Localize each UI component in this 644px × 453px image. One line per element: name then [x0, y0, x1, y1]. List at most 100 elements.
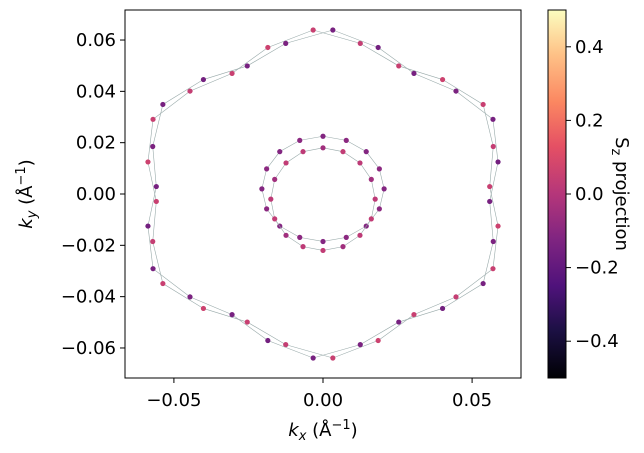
point — [368, 176, 374, 182]
y-tick-label: 0.00 — [76, 184, 116, 205]
point — [283, 160, 289, 166]
point — [244, 63, 250, 69]
point — [264, 206, 270, 212]
point — [200, 76, 207, 83]
colorbar-label: Sz projection — [608, 137, 632, 251]
x-tick-label: −0.05 — [146, 390, 201, 411]
point — [160, 280, 166, 287]
point — [277, 149, 283, 155]
plot-area — [145, 27, 501, 361]
point — [357, 160, 363, 166]
point — [368, 216, 374, 222]
colorbar-tick-label: 0.4 — [575, 37, 604, 58]
colorbar-tick-label: 0.0 — [575, 184, 604, 205]
point — [145, 159, 151, 165]
point — [320, 145, 326, 151]
point — [357, 232, 363, 238]
point — [145, 223, 151, 229]
point — [439, 76, 446, 83]
colorbar-tick-label: −0.4 — [575, 331, 619, 352]
point — [340, 244, 346, 250]
point — [200, 305, 207, 312]
point — [150, 116, 156, 122]
point — [375, 44, 381, 51]
curve-line — [147, 29, 499, 359]
y-tick-label: −0.06 — [61, 338, 116, 359]
point — [268, 196, 274, 202]
x-tick-label: 0.05 — [452, 390, 492, 411]
point — [453, 294, 459, 300]
point — [310, 355, 316, 361]
point — [495, 159, 501, 165]
point — [411, 312, 417, 318]
point — [487, 198, 493, 205]
point — [150, 238, 156, 245]
point — [160, 101, 166, 108]
point — [283, 40, 289, 46]
point — [480, 101, 486, 108]
y-axis-label: ky (Å−1) — [14, 159, 40, 228]
point — [244, 319, 250, 325]
point — [480, 280, 486, 287]
point — [187, 88, 193, 94]
point — [396, 63, 402, 69]
point — [259, 186, 265, 192]
point — [411, 70, 417, 76]
point — [343, 137, 349, 143]
point — [265, 337, 271, 344]
point — [487, 183, 493, 190]
y-tick-label: −0.02 — [61, 235, 116, 256]
point — [272, 176, 278, 182]
point — [330, 27, 336, 33]
y-tick-label: 0.04 — [76, 81, 116, 102]
point — [283, 342, 289, 348]
x-axis-label: kx (Å−1) — [288, 418, 357, 444]
point — [363, 149, 369, 155]
point — [229, 70, 235, 76]
point — [229, 312, 235, 318]
point — [153, 198, 159, 205]
point — [300, 149, 306, 155]
point — [490, 143, 496, 150]
point — [376, 206, 382, 212]
point — [495, 223, 501, 229]
point — [150, 266, 156, 272]
point — [297, 137, 303, 143]
point — [283, 232, 289, 238]
y-tick-label: 0.06 — [76, 30, 116, 51]
y-tick-label: −0.04 — [61, 287, 116, 308]
point — [265, 44, 271, 51]
point — [153, 183, 159, 190]
point — [376, 166, 382, 172]
point — [453, 88, 459, 94]
colorbar — [547, 9, 567, 379]
point — [357, 40, 363, 46]
y-tick-label: 0.02 — [76, 133, 116, 154]
plot-frame — [124, 9, 522, 379]
point — [396, 319, 402, 325]
point — [439, 305, 446, 312]
point — [320, 238, 326, 245]
colorbar-tick-label: −0.2 — [575, 258, 619, 279]
colorbar-tick-label: 0.2 — [575, 110, 604, 131]
point — [375, 337, 381, 344]
point — [490, 266, 496, 272]
point — [320, 247, 326, 254]
point — [310, 27, 316, 33]
point — [187, 294, 193, 300]
point — [357, 342, 363, 348]
point — [272, 216, 278, 222]
point — [320, 133, 326, 139]
point — [150, 143, 156, 150]
x-tick-label: 0.00 — [303, 390, 343, 411]
point — [330, 355, 336, 361]
point — [297, 234, 303, 240]
point — [300, 244, 306, 250]
point — [343, 234, 349, 240]
point — [372, 196, 378, 202]
point — [490, 238, 496, 245]
point — [264, 166, 270, 172]
curve-line — [147, 29, 499, 359]
point — [490, 116, 496, 122]
